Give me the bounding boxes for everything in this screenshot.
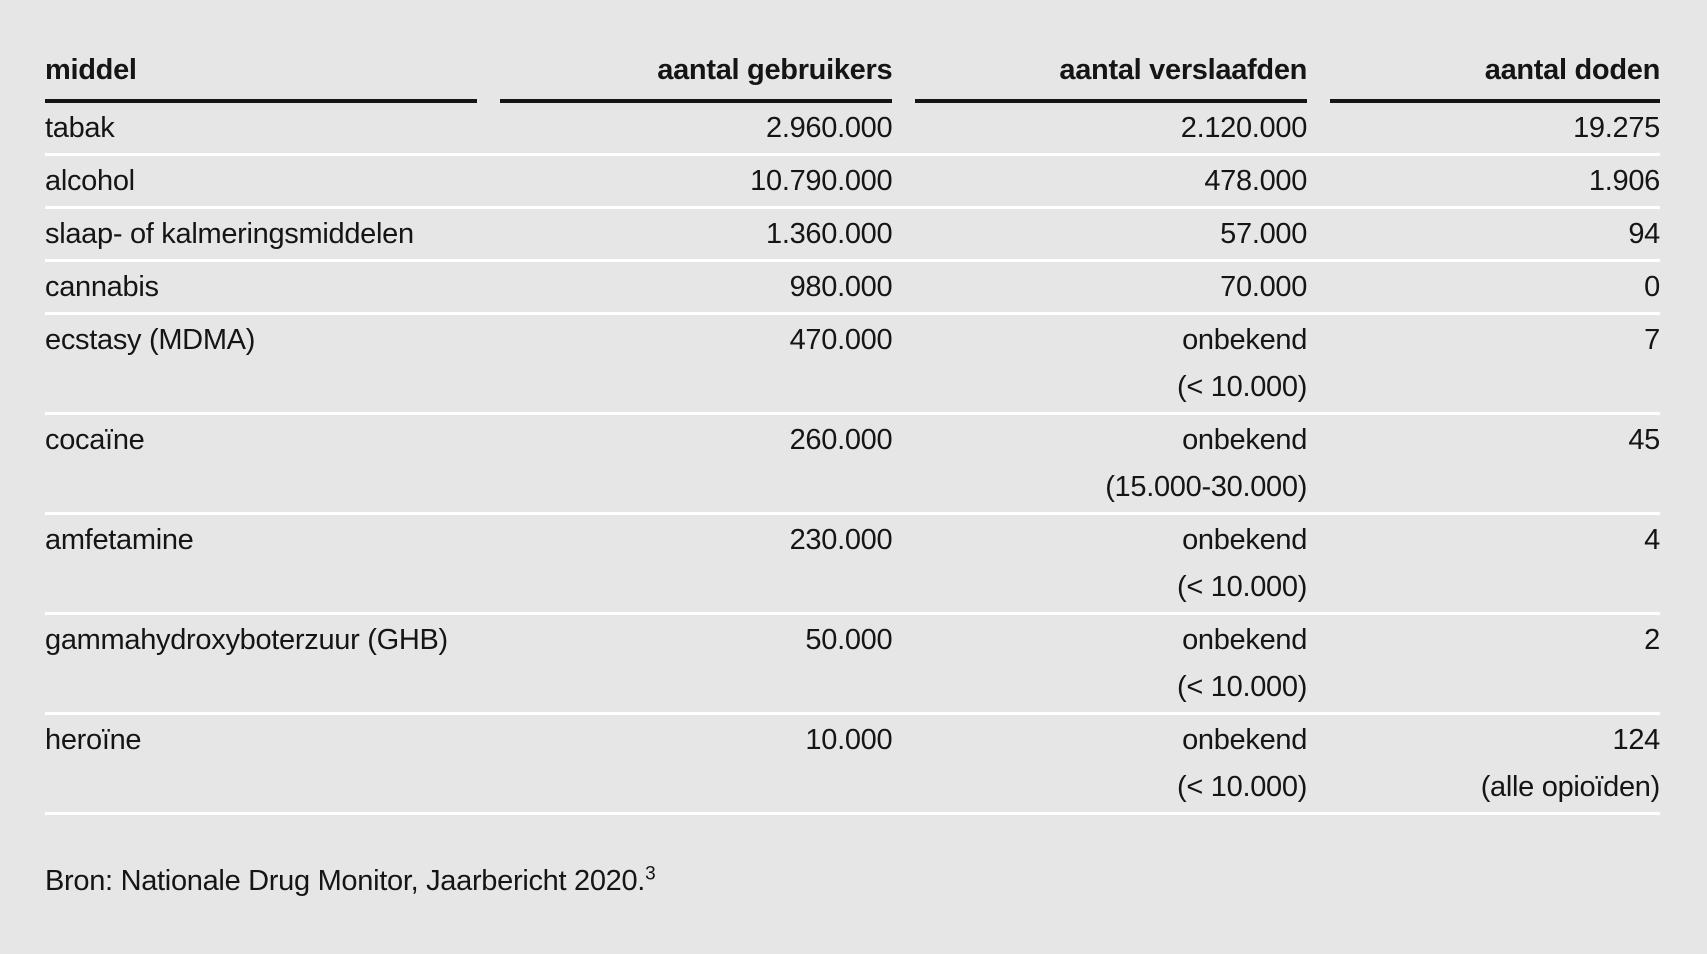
table-cell: 980.000 (500, 262, 893, 312)
cell-value: 7 (1644, 324, 1660, 356)
cell-value: ecstasy (MDMA) (45, 324, 256, 356)
table-cell: onbekend (< 10.000) (915, 615, 1307, 712)
table-row: cannabis 980.000 70.000 0 (45, 262, 1660, 315)
table-cell: onbekend (< 10.000) (915, 515, 1307, 612)
table-cell: amfetamine (45, 515, 477, 612)
table-row: slaap- of kalmeringsmiddelen 1.360.000 57.… (45, 209, 1660, 262)
cell-value: 45 (1628, 424, 1660, 456)
cell-value: 2.120.000 (1180, 112, 1308, 144)
cell-value: amfetamine (45, 524, 194, 556)
table-cell: heroïne (45, 715, 477, 812)
table-row: gammahydroxyboterzuur (GHB) 50.000 onbeken… (45, 615, 1660, 715)
cell-value: onbekend (1182, 324, 1308, 356)
cell-value: gammahydroxyboterzuur (GHB) (45, 624, 448, 656)
cell-value: 230.000 (789, 524, 893, 556)
table-row: tabak 2.960.000 2.120.000 19.275 (45, 103, 1660, 156)
table-cell: 230.000 (500, 515, 893, 612)
cell-value: 980.000 (789, 271, 893, 303)
table-cell: 19.275 (1330, 103, 1660, 153)
table-cell: ecstasy (MDMA) (45, 315, 477, 412)
cell-value: 57.000 (1220, 218, 1308, 250)
cell-value: 470.000 (789, 324, 893, 356)
table-cell: gammahydroxyboterzuur (GHB) (45, 615, 477, 712)
table-cell: 2.960.000 (500, 103, 893, 153)
table-cell: onbekend (< 10.000) (915, 315, 1307, 412)
cell-value: 478.000 (1204, 165, 1308, 197)
cell-value: 70.000 (1220, 271, 1308, 303)
cell-value: 1.906 (1588, 165, 1660, 197)
cell-value: 10.790.000 (750, 165, 893, 197)
column-header-aantal-gebruikers: aantal gebruikers (499, 52, 893, 103)
table-row: heroïne 10.000 onbekend (< 10.000) 124 (alle … (45, 715, 1660, 815)
column-header-middel: middel (45, 52, 477, 103)
table-cell: alcohol (45, 156, 477, 206)
table-cell: 45 (1330, 415, 1660, 512)
cell-note: (15.000-30.000) (1105, 471, 1308, 503)
table-cell: 1.360.000 (500, 209, 893, 259)
table-cell: cocaïne (45, 415, 477, 512)
table-row: ecstasy (MDMA) 470.000 onbekend (< 10.000) 7 (45, 315, 1660, 415)
table-cell: 70.000 (915, 262, 1307, 312)
column-header-aantal-verslaafden: aantal verslaafden (915, 52, 1307, 103)
table-cell: 10.790.000 (500, 156, 893, 206)
cell-value: cocaïne (45, 424, 145, 456)
cell-value: tabak (45, 112, 115, 144)
cell-value: onbekend (1182, 624, 1308, 656)
cell-value: onbekend (1182, 524, 1308, 556)
source-text: Bron: Nationale Drug Monitor, Jaarberich… (45, 865, 646, 897)
table-cell: 94 (1330, 209, 1660, 259)
table-row: alcohol 10.790.000 478.000 1.906 (45, 156, 1660, 209)
table-cell: 2.120.000 (915, 103, 1308, 153)
cell-value: 1.360.000 (766, 218, 893, 250)
cell-note: (< 10.000) (1177, 571, 1308, 603)
cell-value: 10.000 (805, 724, 893, 756)
cell-value: heroïne (45, 724, 142, 756)
table-cell: onbekend (< 10.000) (915, 715, 1307, 812)
table-cell: 1.906 (1330, 156, 1660, 206)
table-cell: 478.000 (915, 156, 1307, 206)
table-cell: 470.000 (500, 315, 893, 412)
cell-note: (< 10.000) (1177, 771, 1308, 803)
cell-value: 2.960.000 (766, 112, 893, 144)
table-cell: cannabis (45, 262, 477, 312)
table-header-row: middel aantal gebruikers aantal verslaaf… (45, 52, 1660, 103)
column-header-aantal-doden: aantal doden (1330, 52, 1660, 103)
table-cell: 260.000 (500, 415, 893, 512)
table-cell: 10.000 (500, 715, 893, 812)
source-superscript-reference: 3 (645, 863, 656, 885)
table-cell: tabak (45, 103, 477, 153)
table-cell: 7 (1330, 315, 1660, 412)
table-cell: 0 (1330, 262, 1660, 312)
table-cell: 4 (1330, 515, 1660, 612)
cell-note: (alle opioïden) (1480, 771, 1661, 803)
table-cell: onbekend (15.000-30.000) (915, 415, 1307, 512)
cell-value: onbekend (1182, 424, 1308, 456)
cell-note: (< 10.000) (1177, 371, 1308, 403)
source-note: Bron: Nationale Drug Monitor, Jaarberich… (45, 863, 1660, 899)
cell-value: slaap- of kalmeringsmiddelen (45, 218, 414, 250)
cell-value: 2 (1644, 624, 1660, 656)
table-row: cocaïne 260.000 onbekend (15.000-30.000) 45 (45, 415, 1660, 515)
table-row: amfetamine 230.000 onbekend (< 10.000) 4 (45, 515, 1660, 615)
cell-value: 0 (1644, 271, 1660, 303)
cell-value: 94 (1628, 218, 1660, 250)
cell-value: 260.000 (789, 424, 893, 456)
table-cell: 50.000 (500, 615, 893, 712)
table-cell: slaap- of kalmeringsmiddelen (45, 209, 477, 259)
cell-value: 4 (1644, 524, 1660, 556)
cell-note: (< 10.000) (1177, 671, 1308, 703)
table-body: tabak 2.960.000 2.120.000 19.275 alcohol 10.7… (45, 103, 1660, 815)
table-cell: 124 (alle opioïden) (1330, 715, 1661, 812)
cell-value: 50.000 (805, 624, 893, 656)
cell-value: onbekend (1182, 724, 1308, 756)
table-cell: 2 (1330, 615, 1660, 712)
cell-value: 19.275 (1573, 112, 1660, 144)
cell-value: alcohol (45, 165, 135, 197)
table-cell: 57.000 (915, 209, 1307, 259)
cell-value: 124 (1612, 724, 1661, 756)
cell-value: cannabis (45, 271, 159, 303)
